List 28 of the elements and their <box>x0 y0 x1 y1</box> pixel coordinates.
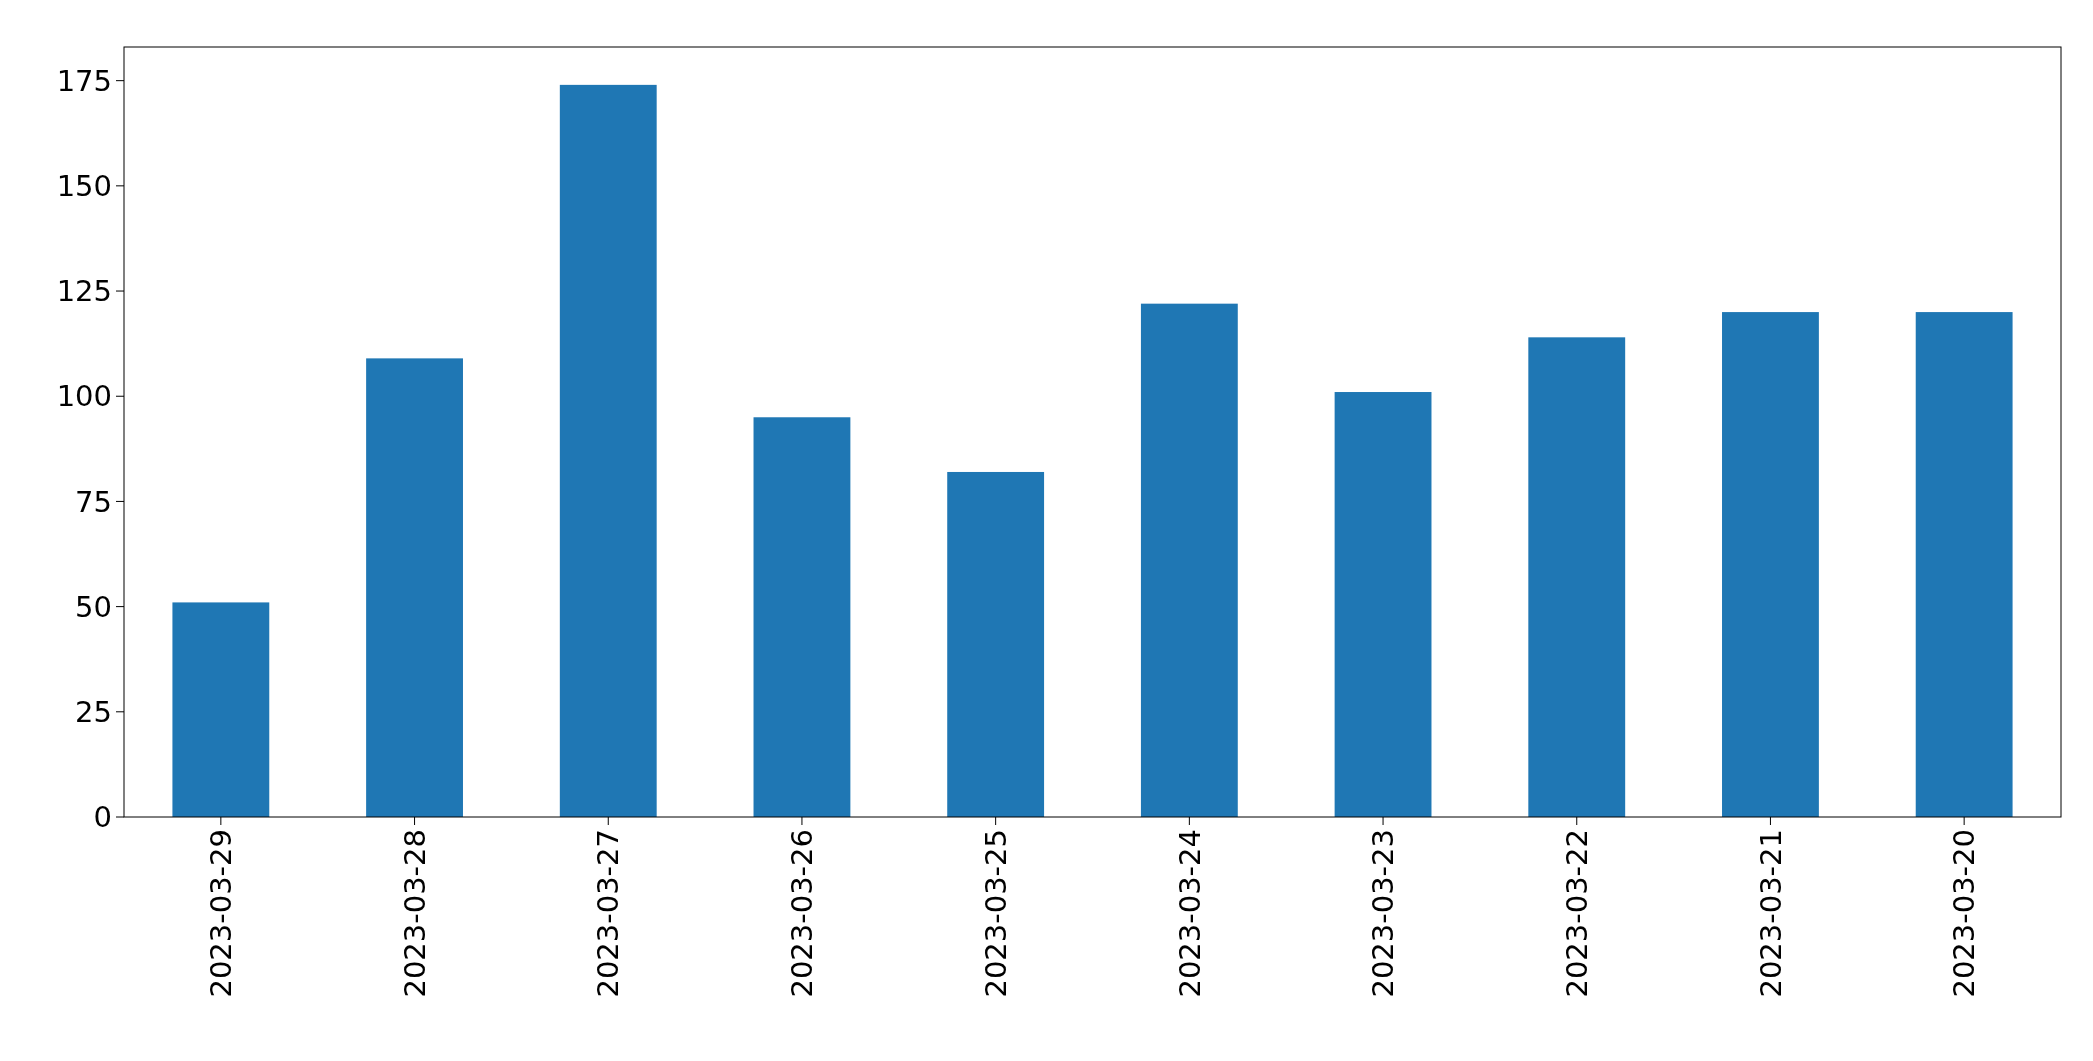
bar <box>1915 312 2013 817</box>
x-tick-label: 2023-03-24 <box>1172 829 1207 998</box>
x-tick-label: 2023-03-25 <box>978 829 1013 998</box>
y-tick-label: 25 <box>75 694 112 729</box>
y-tick-label: 100 <box>56 379 112 414</box>
x-tick-label: 2023-03-22 <box>1559 829 1594 998</box>
y-tick-label: 50 <box>75 589 112 624</box>
y-tick-label: 0 <box>93 800 112 835</box>
bar <box>366 358 463 817</box>
bar <box>172 602 270 817</box>
bar <box>1140 303 1238 817</box>
bar <box>947 471 1045 817</box>
x-tick-label: 2023-03-28 <box>397 829 432 998</box>
y-tick-label: 75 <box>75 484 112 519</box>
x-tick-label: 2023-03-21 <box>1753 829 1788 998</box>
bar <box>1722 312 1819 817</box>
bar <box>1528 337 1626 817</box>
y-tick-label: 175 <box>56 63 112 98</box>
x-tick-label: 2023-03-26 <box>785 829 820 998</box>
y-tick-label: 150 <box>56 169 112 203</box>
x-tick-label: 2023-03-27 <box>591 829 626 998</box>
x-tick-label: 2023-03-29 <box>204 829 238 998</box>
x-tick-label: 2023-03-23 <box>1366 829 1401 998</box>
y-tick-label: 125 <box>56 274 112 309</box>
x-tick-label: 2023-03-20 <box>1947 829 1982 998</box>
bar <box>559 84 657 817</box>
bar <box>1334 392 1432 817</box>
bar <box>753 417 851 817</box>
